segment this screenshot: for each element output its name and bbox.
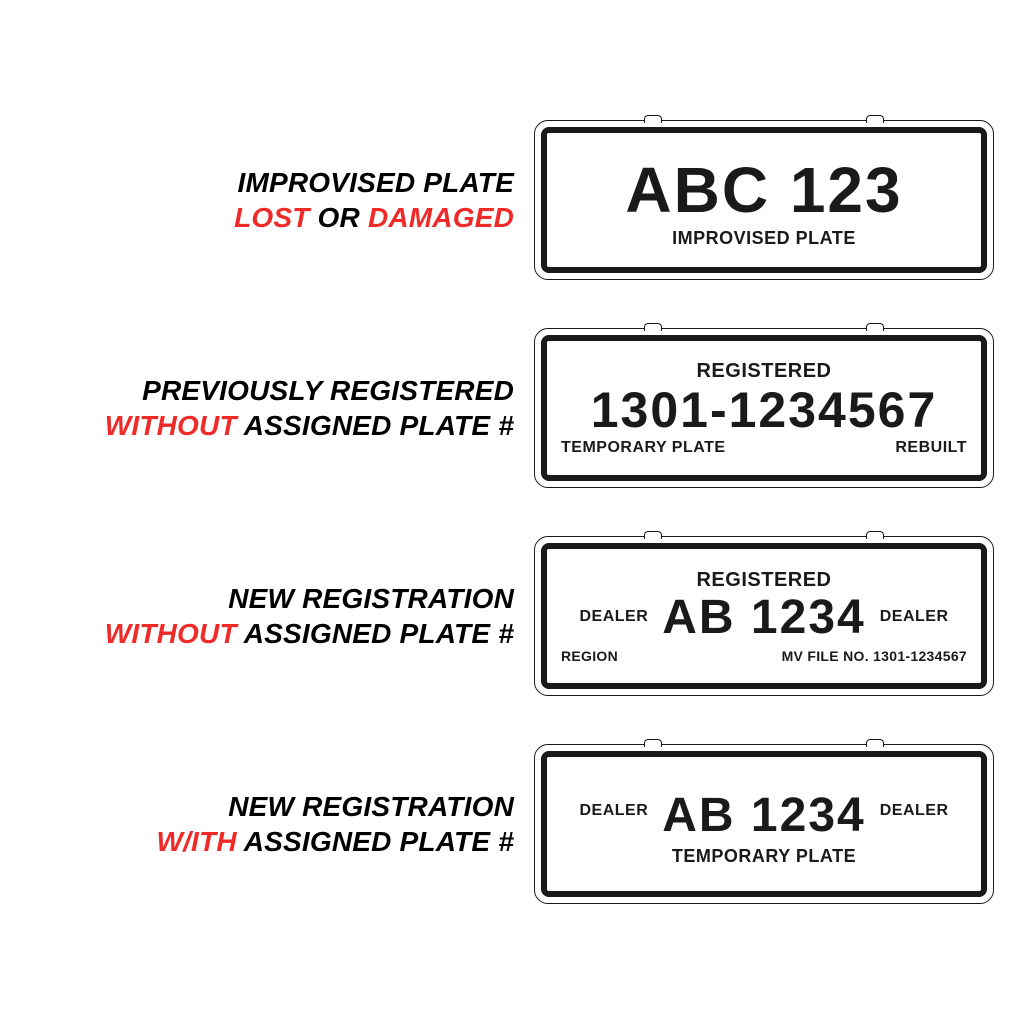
plate-notch-icon [866,739,884,747]
plate-notch-icon [644,739,662,747]
plate-bottom-row: TEMPORARY PLATE REBUILT [547,439,981,457]
desc-line-1: IMPROVISED PLATE [30,165,514,200]
desc-red-1: WITHOUT [105,618,237,649]
plate-notch-icon [644,115,662,123]
plate-guide-container: IMPROVISED PLATE LOST OR DAMAGED ABC 123… [0,0,1024,1024]
desc-line-2: WITHOUT ASSIGNED PLATE # [30,616,514,651]
plate-top-label: REGISTERED [696,360,831,383]
plate-bottom-label: IMPROVISED PLATE [672,228,856,249]
plate-bottom-left: REGION [561,648,618,664]
license-plate: ABC 123 IMPROVISED PLATE [534,120,994,280]
desc-post: ASSIGNED PLATE # [237,410,514,441]
plate-bottom-label: TEMPORARY PLATE [672,846,856,867]
plate-main-text: AB 1234 [662,594,865,642]
plate-notch-icon [866,531,884,539]
description: NEW REGISTRATION WITHOUT ASSIGNED PLATE … [30,581,514,651]
plate-wrap: DEALER AB 1234 DEALER TEMPORARY PLATE [534,744,994,904]
guide-row: PREVIOUSLY REGISTERED WITHOUT ASSIGNED P… [30,328,994,488]
plate-side-left: DEALER [579,802,648,820]
plate-wrap: REGISTERED 1301-1234567 TEMPORARY PLATE … [534,328,994,488]
desc-line-1: NEW REGISTRATION [30,789,514,824]
plate-main-text: 1301-1234567 [591,385,938,435]
plate-bottom-right: REBUILT [895,439,967,457]
desc-red-1: LOST [234,202,309,233]
desc-red-1: WITHOUT [105,410,237,441]
plate-main-text: ABC 123 [625,158,902,222]
guide-row: IMPROVISED PLATE LOST OR DAMAGED ABC 123… [30,120,994,280]
license-plate: REGISTERED DEALER AB 1234 DEALER REGION … [534,536,994,696]
plate-inner: DEALER AB 1234 DEALER TEMPORARY PLATE [541,751,987,897]
desc-line-1: NEW REGISTRATION [30,581,514,616]
plate-top-label: REGISTERED [696,569,831,592]
guide-row: NEW REGISTRATION WITHOUT ASSIGNED PLATE … [30,536,994,696]
desc-line-2: LOST OR DAMAGED [30,200,514,235]
guide-row: NEW REGISTRATION W/ITH ASSIGNED PLATE # … [30,744,994,904]
plate-notch-icon [644,323,662,331]
desc-post: ASSIGNED PLATE # [237,826,514,857]
plate-wrap: ABC 123 IMPROVISED PLATE [534,120,994,280]
plate-notch-icon [866,323,884,331]
plate-wrap: REGISTERED DEALER AB 1234 DEALER REGION … [534,536,994,696]
desc-post: ASSIGNED PLATE # [237,618,514,649]
plate-side-left: DEALER [579,608,648,626]
plate-side-right: DEALER [880,608,949,626]
license-plate: REGISTERED 1301-1234567 TEMPORARY PLATE … [534,328,994,488]
plate-side-right: DEALER [880,802,949,820]
plate-mid-row: DEALER AB 1234 DEALER [547,592,981,642]
plate-notch-icon [866,115,884,123]
plate-bottom-right: MV FILE NO. 1301-1234567 [782,648,967,664]
desc-line-2: WITHOUT ASSIGNED PLATE # [30,408,514,443]
plate-inner: REGISTERED 1301-1234567 TEMPORARY PLATE … [541,335,987,481]
license-plate: DEALER AB 1234 DEALER TEMPORARY PLATE [534,744,994,904]
desc-line-2: W/ITH ASSIGNED PLATE # [30,824,514,859]
plate-mid-row: DEALER AB 1234 DEALER [547,782,981,840]
description: IMPROVISED PLATE LOST OR DAMAGED [30,165,514,235]
description: PREVIOUSLY REGISTERED WITHOUT ASSIGNED P… [30,373,514,443]
desc-mid: OR [310,202,368,233]
plate-inner: ABC 123 IMPROVISED PLATE [541,127,987,273]
desc-line-1: PREVIOUSLY REGISTERED [30,373,514,408]
plate-inner: REGISTERED DEALER AB 1234 DEALER REGION … [541,543,987,689]
desc-red-1: W/ITH [156,826,236,857]
plate-main-text: AB 1234 [662,792,865,840]
desc-red-2: DAMAGED [368,202,514,233]
description: NEW REGISTRATION W/ITH ASSIGNED PLATE # [30,789,514,859]
plate-bottom-left: TEMPORARY PLATE [561,439,726,457]
plate-notch-icon [644,531,662,539]
plate-bottom-row: REGION MV FILE NO. 1301-1234567 [547,648,981,664]
